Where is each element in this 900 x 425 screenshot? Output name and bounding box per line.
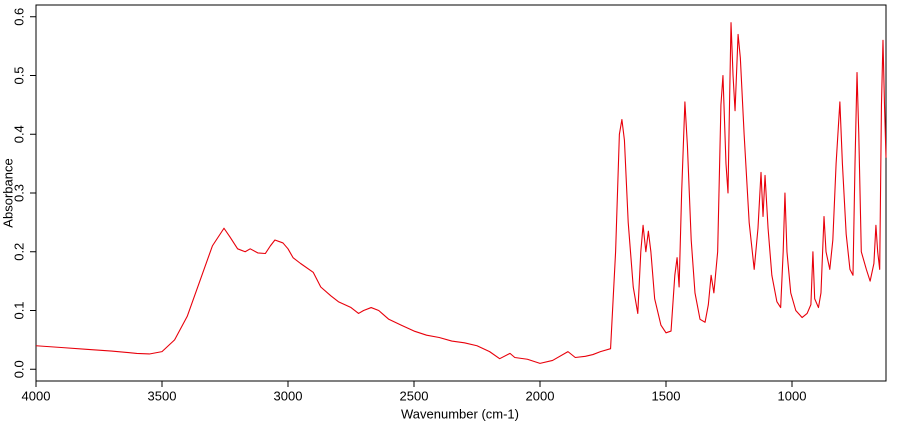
- x-tick-label: 3500: [148, 388, 177, 403]
- x-tick-label: 1000: [778, 388, 807, 403]
- y-tick-label: 0.4: [11, 125, 26, 143]
- y-tick-label: 0.3: [11, 184, 26, 202]
- x-tick-label: 2000: [526, 388, 555, 403]
- plot-frame: [35, 4, 887, 382]
- x-tick-label: 4000: [22, 388, 51, 403]
- x-tick-label: 2500: [400, 388, 429, 403]
- x-tick-label: 3000: [274, 388, 303, 403]
- y-axis-label: Absorbance: [0, 158, 15, 227]
- y-tick-label: 0.5: [11, 66, 26, 84]
- y-tick-label: 0.1: [11, 301, 26, 319]
- x-tick-label: 1500: [652, 388, 681, 403]
- spectrum-line: [35, 22, 887, 364]
- x-axis-label: Wavenumber (cm-1): [401, 406, 519, 421]
- y-tick-label: 0.0: [11, 360, 26, 378]
- y-tick-label: 0.2: [11, 243, 26, 261]
- y-tick-label: 0.6: [11, 8, 26, 26]
